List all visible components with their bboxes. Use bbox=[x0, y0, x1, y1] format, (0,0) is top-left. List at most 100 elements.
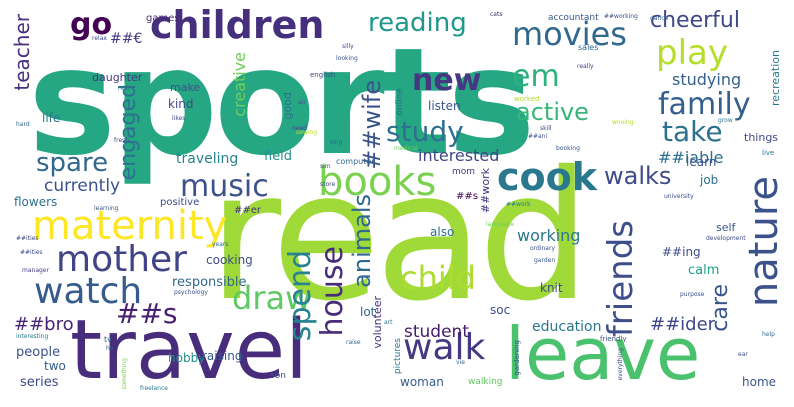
word-good: good bbox=[281, 92, 294, 120]
word-computer: computer bbox=[336, 157, 375, 166]
word-really: really bbox=[577, 63, 594, 70]
word-make: make bbox=[170, 81, 201, 94]
word-manager: manager bbox=[22, 267, 49, 274]
word-sewing: sewing bbox=[296, 129, 318, 136]
word-purpose: purpose bbox=[680, 291, 705, 298]
word-garden: garden bbox=[534, 257, 556, 264]
word-education: education bbox=[532, 319, 602, 335]
word-booking: booking bbox=[556, 145, 580, 152]
word-hard: hard bbox=[16, 121, 30, 128]
word-things: things bbox=[744, 131, 779, 144]
word-fresh: fresh bbox=[114, 137, 130, 144]
word-accountant: accountant bbox=[548, 13, 599, 23]
word-english: english bbox=[310, 71, 336, 79]
word-sales: sales bbox=[578, 43, 599, 52]
word-sports: sports bbox=[28, 16, 536, 188]
word-family: family bbox=[658, 87, 751, 122]
word-language: language bbox=[486, 221, 514, 228]
word-raising: raising bbox=[202, 349, 243, 363]
word-also: also bbox=[430, 225, 455, 239]
word-friendly: friendly bbox=[600, 335, 627, 343]
word-skill: skill bbox=[540, 125, 552, 132]
word-sing: sing bbox=[330, 139, 343, 146]
word-leave: leave bbox=[505, 312, 701, 396]
word-likes: likes bbox=[172, 115, 186, 122]
word-years: years bbox=[212, 241, 229, 248]
word-walk: walk bbox=[403, 327, 486, 368]
word-traveling: traveling bbox=[176, 151, 239, 167]
word-studying: studying bbox=[672, 70, 742, 89]
word-positive: positive bbox=[160, 197, 200, 208]
word-travel: travel bbox=[70, 303, 308, 398]
word-hash-s-small: ##s bbox=[456, 191, 478, 202]
word-hash-s-big: ##s bbox=[116, 297, 178, 330]
word-sim: sim bbox=[320, 163, 331, 170]
word-hash-ani: ##ani bbox=[528, 133, 548, 140]
word-medical: medical bbox=[394, 145, 418, 152]
word-two: two bbox=[44, 359, 66, 373]
word-bro: ##bro bbox=[14, 314, 74, 335]
word-friends: friends bbox=[601, 220, 641, 338]
word-currently: currently bbox=[44, 176, 121, 196]
word-cats: cats bbox=[490, 11, 503, 18]
word-home: home bbox=[742, 375, 777, 389]
word-calm: calm bbox=[688, 263, 720, 278]
word-relax: relax bbox=[92, 35, 107, 42]
word-new: new bbox=[412, 63, 482, 98]
word-teacher: teacher bbox=[10, 14, 34, 91]
word-animals: animals bbox=[348, 194, 376, 288]
word-gardening: gardening bbox=[513, 340, 521, 376]
word-looking: looking bbox=[336, 55, 358, 62]
word-something: something bbox=[121, 358, 128, 390]
word-learning: learning bbox=[94, 205, 119, 212]
word-son: son bbox=[270, 371, 286, 381]
word-development: development bbox=[706, 235, 746, 242]
word-student: student bbox=[404, 322, 469, 342]
word-series: series bbox=[20, 375, 59, 390]
word-self: self bbox=[716, 221, 736, 234]
word-em: em bbox=[512, 59, 560, 94]
word-daughter: daughter bbox=[92, 71, 143, 84]
word-child: child bbox=[400, 259, 476, 297]
word-hash-working: ##working bbox=[604, 13, 638, 20]
word-hash-work: ##work bbox=[479, 168, 492, 214]
word-field: field bbox=[264, 149, 293, 164]
word-iable: ##iable bbox=[658, 148, 724, 167]
word-creative: creative bbox=[230, 52, 249, 117]
word-ear: ear bbox=[738, 351, 748, 358]
word-read: read bbox=[208, 133, 591, 340]
word-walks: walks bbox=[604, 162, 672, 190]
word-learn: learn bbox=[686, 155, 717, 169]
word-ordinary: ordinary bbox=[530, 245, 556, 252]
word-working: working bbox=[517, 226, 581, 245]
word-people: people bbox=[16, 345, 61, 360]
word-job: job bbox=[700, 173, 719, 187]
word-interested: interested bbox=[418, 146, 500, 165]
word-store: store bbox=[320, 181, 336, 188]
word-cooking: cooking bbox=[206, 253, 253, 267]
word-need: need bbox=[292, 125, 307, 132]
word-raise: raise bbox=[346, 339, 361, 346]
word-rest: rest bbox=[118, 85, 130, 92]
word-silly: silly bbox=[342, 43, 354, 50]
word-reading: reading bbox=[368, 8, 467, 38]
word-spend: spend bbox=[283, 250, 318, 342]
word-mom: mom bbox=[452, 167, 476, 177]
word-grow: grow bbox=[718, 117, 733, 124]
word-pictures: pictures bbox=[393, 338, 403, 375]
word-soc: soc bbox=[490, 303, 511, 317]
word-university: university bbox=[664, 193, 694, 200]
word-live: live bbox=[762, 149, 775, 157]
word-maternity: maternity bbox=[32, 203, 228, 249]
word-dance: dance bbox=[650, 15, 669, 22]
word-engaged: engaged bbox=[116, 84, 141, 181]
word-psychology: psychology bbox=[174, 289, 208, 296]
word-volunteer: volunteer bbox=[371, 296, 384, 349]
word-hash-work-2: ##work bbox=[506, 201, 531, 208]
word-mother: mother bbox=[56, 239, 187, 280]
word-online: online bbox=[395, 88, 405, 116]
word-knit: knit bbox=[540, 281, 563, 295]
word-movies: movies bbox=[512, 15, 627, 53]
word-take: take bbox=[662, 115, 723, 148]
